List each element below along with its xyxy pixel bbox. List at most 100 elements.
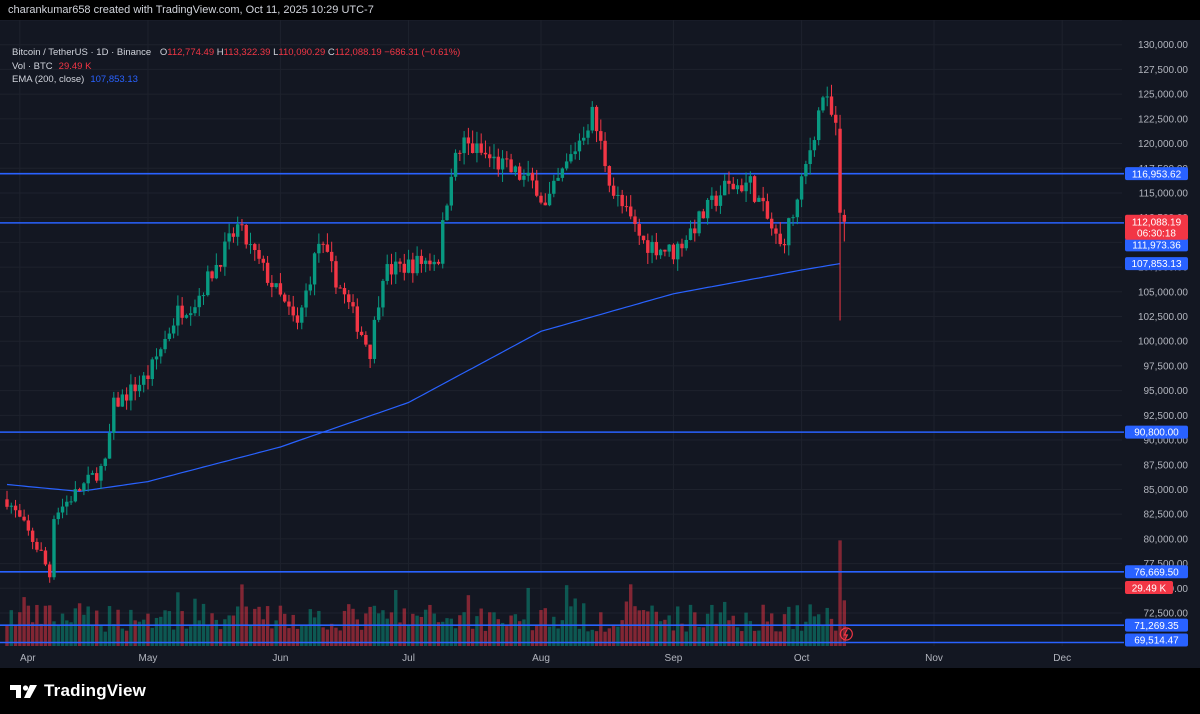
volume-bar: [171, 629, 176, 646]
volume-label[interactable]: Vol · BTC: [12, 60, 53, 72]
candle-body: [466, 137, 471, 144]
volume-bar: [791, 629, 795, 646]
volume-bar: [492, 612, 496, 646]
symbol-title[interactable]: Bitcoin / TetherUS · 1D · Binance: [12, 47, 152, 58]
tradingview-logo[interactable]: TradingView: [10, 681, 146, 701]
month-label: May: [139, 653, 158, 664]
volume-bar: [240, 584, 244, 646]
candle-body: [582, 137, 586, 141]
candle-body: [223, 241, 227, 267]
volume-bar: [522, 619, 526, 646]
price-tick-label: 80,000.00: [1144, 534, 1189, 545]
volume-bar: [295, 628, 300, 646]
volume-bar: [30, 622, 35, 646]
volume-bar: [124, 630, 129, 646]
candle-body: [355, 306, 360, 332]
volume-bar: [530, 630, 535, 646]
candle-body: [107, 432, 112, 459]
volume-bar: [142, 619, 146, 646]
candle-body: [778, 233, 782, 245]
candle-body: [547, 193, 552, 206]
volume-bar: [342, 610, 347, 646]
candle-body: [774, 228, 778, 234]
candle-body: [291, 306, 295, 316]
volume-bar: [60, 613, 65, 646]
volume-value: 29.49 K: [58, 60, 92, 72]
volume-bar: [752, 630, 757, 646]
candle-body: [197, 295, 201, 308]
volume-bar: [620, 620, 624, 646]
ema-label[interactable]: EMA (200, close): [12, 74, 85, 85]
volume-bar: [594, 631, 599, 646]
candle-body: [359, 331, 364, 336]
credit-text: charankumar658 created with TradingView.…: [8, 4, 374, 16]
candle-body: [543, 202, 547, 206]
candle-body: [727, 180, 731, 184]
candle-body: [334, 261, 338, 288]
volume-bar: [163, 610, 167, 646]
candle-body: [253, 244, 257, 251]
volume-bar: [735, 627, 740, 646]
volume-bar: [458, 615, 462, 646]
volume-bar: [748, 621, 753, 646]
candle-body: [684, 239, 688, 249]
volume-bar: [496, 619, 500, 646]
candle-body: [470, 143, 475, 153]
volume-bar: [120, 628, 125, 646]
volume-bar: [799, 630, 804, 646]
candle-body: [193, 307, 197, 314]
volume-bar: [291, 614, 295, 646]
ema-price-tag-bg: [1125, 257, 1188, 271]
candle-body: [188, 313, 193, 316]
candle-body: [526, 172, 530, 176]
volume-bar: [573, 598, 577, 646]
candle-body: [701, 211, 706, 219]
price-tick-label: 72,500.00: [1144, 609, 1189, 620]
volume-bar: [658, 621, 663, 646]
volume-bar: [274, 620, 278, 646]
chart-area[interactable]: 72,500.0075,000.0077,500.0080,000.0082,5…: [0, 19, 1200, 668]
volume-bar: [223, 619, 227, 646]
month-label: Sep: [665, 653, 683, 664]
volume-bar: [90, 624, 95, 646]
volume-bar: [304, 624, 308, 646]
candle-body: [752, 176, 757, 202]
volume-bar: [334, 627, 338, 646]
volume-bar: [402, 608, 406, 646]
volume-bar: [338, 630, 342, 646]
candle-body: [667, 244, 671, 252]
volume-bar: [470, 628, 475, 646]
price-tick-label: 90,000.00: [1144, 436, 1189, 447]
volume-bar: [137, 621, 142, 646]
candle-body: [398, 261, 402, 264]
volume-bar: [671, 630, 676, 646]
candle-body: [43, 550, 48, 565]
level-price-tag: 69,514.47: [1134, 636, 1179, 647]
candle-body: [539, 195, 543, 203]
price-tick-label: 115,000.00: [1139, 188, 1189, 199]
month-label: Nov: [925, 653, 943, 664]
candle-body: [73, 489, 78, 502]
price-tick-label: 127,500.00: [1138, 65, 1188, 76]
volume-bar: [351, 608, 355, 646]
price-tick-label: 122,500.00: [1138, 114, 1188, 125]
candle-body: [167, 333, 172, 339]
volume-bar: [603, 631, 607, 646]
candle-body: [479, 143, 483, 153]
level-price-tag-bg: [1125, 167, 1188, 181]
volume-bar: [453, 628, 458, 646]
volume-bar: [73, 608, 78, 646]
candle-body: [214, 264, 219, 279]
price-axis: 72,500.0075,000.0077,500.0080,000.0082,5…: [1124, 20, 1200, 668]
candle-body: [180, 305, 184, 318]
volume-bar: [552, 616, 556, 646]
price-chart[interactable]: 72,500.0075,000.0077,500.0080,000.0082,5…: [0, 19, 1200, 668]
price-tags: 116,953.62 111,973.36 90,800.00 76,669.50 71…: [839, 167, 1188, 647]
candle-body: [124, 394, 129, 401]
candle-body: [697, 211, 701, 234]
volume-bar: [731, 615, 735, 646]
low-value: 110,090.29: [278, 47, 326, 58]
volume-bar: [599, 612, 603, 646]
volume-bar: [616, 626, 620, 646]
candle-body: [244, 224, 248, 245]
